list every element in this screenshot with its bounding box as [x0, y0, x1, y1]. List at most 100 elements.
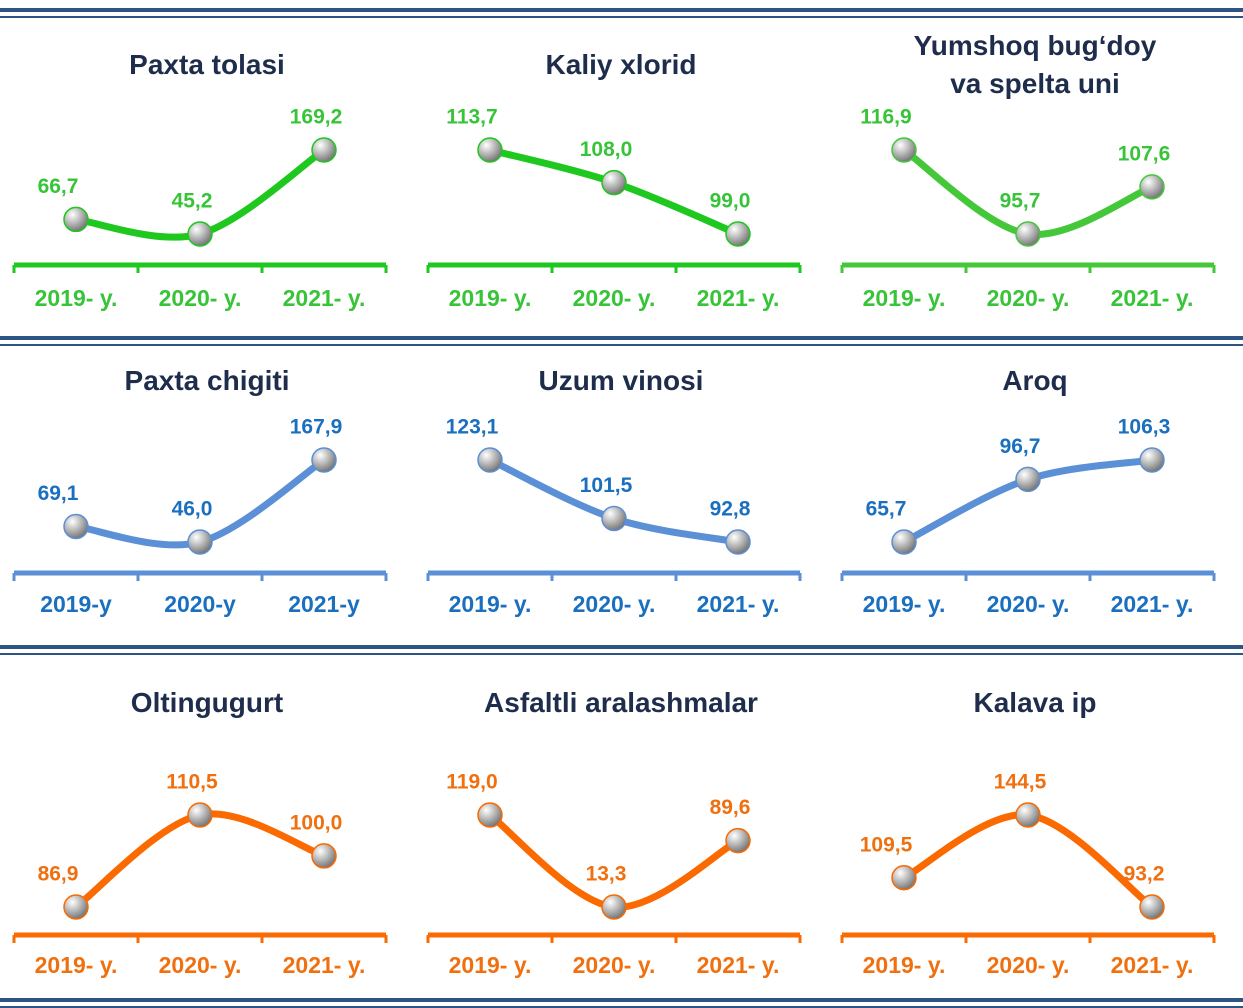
chart-title: Aroq — [1002, 365, 1068, 396]
x-tick-label: 2019- y. — [863, 952, 946, 978]
data-label: 169,2 — [290, 106, 343, 129]
point — [187, 221, 213, 247]
point — [63, 894, 89, 920]
chart-panel: Oltingugurt 86,9 2019- y. 110,5 2020- y. 100,… — [0, 645, 414, 978]
x-tick-label: 2020- y. — [159, 285, 242, 311]
chart: 69,1 2019-y 46,0 2020-y 167,9 2021-y — [12, 416, 388, 617]
data-label: 69,1 — [38, 482, 79, 505]
point — [891, 529, 917, 555]
line — [486, 811, 742, 911]
chart: 123,1 2019- y. 101,5 2020- y. 92,8 2021- y. — [426, 416, 802, 617]
point — [725, 221, 751, 247]
data-label: 13,3 — [586, 863, 627, 886]
x-tick-label: 2021- y. — [1111, 285, 1194, 311]
chart-panel: Kaliy xlorid 113,7 2019- y. 108,0 2020- y. 99… — [414, 0, 828, 330]
x-tick-label: 2020- y. — [573, 591, 656, 617]
chart-title: Asfaltli aralashmalar — [484, 687, 758, 718]
data-label: 66,7 — [38, 175, 79, 198]
point — [311, 447, 337, 473]
data-label: 95,7 — [1000, 190, 1041, 213]
data-label: 107,6 — [1118, 142, 1171, 165]
point — [1139, 447, 1165, 473]
data-label: 116,9 — [860, 106, 911, 129]
chart: 113,7 2019- y. 108,0 2020- y. 99,0 2021- y. — [426, 106, 802, 311]
chart-title: Yumshoq bug‘doy va spelta uni — [913, 30, 1157, 99]
data-label: 101,5 — [580, 474, 633, 497]
point — [63, 206, 89, 233]
data-label: 96,7 — [1000, 435, 1041, 458]
chart-title: Kaliy xlorid — [545, 49, 697, 80]
data-label: 113,7 — [446, 106, 497, 129]
point — [601, 169, 627, 196]
chart: 109,5 2019- y. 144,5 2020- y. 93,2 2021- y. — [840, 771, 1216, 978]
chart-panel: Aroq 65,7 2019- y. 96,7 2020- y. 106,3 2021- y… — [828, 330, 1242, 660]
data-label: 123,1 — [446, 416, 499, 439]
point — [891, 865, 917, 891]
x-tick-label: 2019- y. — [449, 591, 532, 617]
chart: 66,7 2019- y. 45,2 2020- y. 169,2 2021- y. — [12, 106, 388, 311]
point — [891, 137, 917, 163]
x-tick-label: 2020- y. — [987, 591, 1070, 617]
data-label: 93,2 — [1124, 863, 1165, 886]
x-tick-label: 2020- y. — [159, 952, 242, 978]
chart: 65,7 2019- y. 96,7 2020- y. 106,3 2021- y. — [840, 416, 1216, 617]
chart-title: Uzum vinosi — [538, 365, 704, 396]
chart-title: Paxta tolasi — [129, 49, 285, 80]
x-tick-label: 2020- y. — [987, 952, 1070, 978]
data-label: 92,8 — [710, 498, 751, 521]
chart-panel: Kalava ip 109,5 2019- y. 144,5 2020- y. 93,2 2… — [828, 645, 1242, 978]
chart: 119,0 2019- y. 13,3 2020- y. 89,6 2021- y. — [426, 771, 802, 978]
data-label: 65,7 — [866, 498, 907, 521]
point — [477, 137, 503, 163]
line — [72, 810, 328, 911]
data-label: 106,3 — [1118, 416, 1171, 439]
x-tick-label: 2020- y. — [573, 952, 656, 978]
data-label: 45,2 — [172, 190, 213, 213]
x-tick-label: 2019- y. — [35, 285, 118, 311]
chart-panel: Paxta chigiti 69,1 2019-y 46,0 2020-y 167,9 20… — [0, 330, 414, 660]
point — [311, 137, 337, 163]
point — [1139, 174, 1165, 200]
point — [601, 505, 627, 532]
chart-title: Oltingugurt — [130, 687, 284, 718]
point — [601, 894, 627, 920]
data-label: 110,5 — [166, 771, 218, 794]
data-label: 46,0 — [172, 498, 213, 521]
data-label: 89,6 — [710, 796, 751, 819]
line — [900, 811, 1156, 911]
x-tick-label: 2019- y. — [35, 952, 118, 978]
point — [187, 529, 213, 555]
data-label: 100,0 — [290, 811, 343, 834]
chart-panel: Uzum vinosi 123,1 2019- y. 101,5 2020- y. 92,… — [414, 330, 828, 660]
point — [725, 827, 751, 854]
point — [187, 802, 213, 828]
x-tick-label: 2019-y — [40, 591, 112, 617]
data-label: 109,5 — [860, 833, 913, 856]
chart: 116,9 2019- y. 95,7 2020- y. 107,6 2021- y. — [840, 106, 1216, 311]
data-label: 86,9 — [38, 863, 79, 886]
x-tick-label: 2020- y. — [573, 285, 656, 311]
x-tick-label: 2021- y. — [697, 285, 780, 311]
x-tick-label: 2021- y. — [283, 952, 366, 978]
x-tick-label: 2019- y. — [863, 591, 946, 617]
chart: 86,9 2019- y. 110,5 2020- y. 100,0 2021- y. — [12, 771, 388, 978]
point — [1015, 466, 1041, 493]
x-tick-label: 2021- y. — [697, 952, 780, 978]
x-tick-label: 2021- y. — [1111, 591, 1194, 617]
data-label: 167,9 — [290, 416, 343, 439]
point — [477, 447, 503, 473]
x-tick-label: 2019- y. — [863, 285, 946, 311]
point — [1015, 221, 1041, 247]
data-label: 144,5 — [994, 771, 1047, 794]
x-tick-label: 2021-y — [288, 591, 360, 617]
point — [725, 529, 751, 555]
chart-panel: Asfaltli aralashmalar 119,0 2019- y. 13,3 20… — [414, 645, 828, 978]
point — [63, 513, 89, 540]
data-label: 119,0 — [446, 771, 497, 794]
x-tick-label: 2019- y. — [449, 285, 532, 311]
x-tick-label: 2020-y — [164, 591, 236, 617]
data-label: 108,0 — [580, 138, 633, 161]
point — [1139, 894, 1165, 920]
point — [477, 802, 503, 828]
